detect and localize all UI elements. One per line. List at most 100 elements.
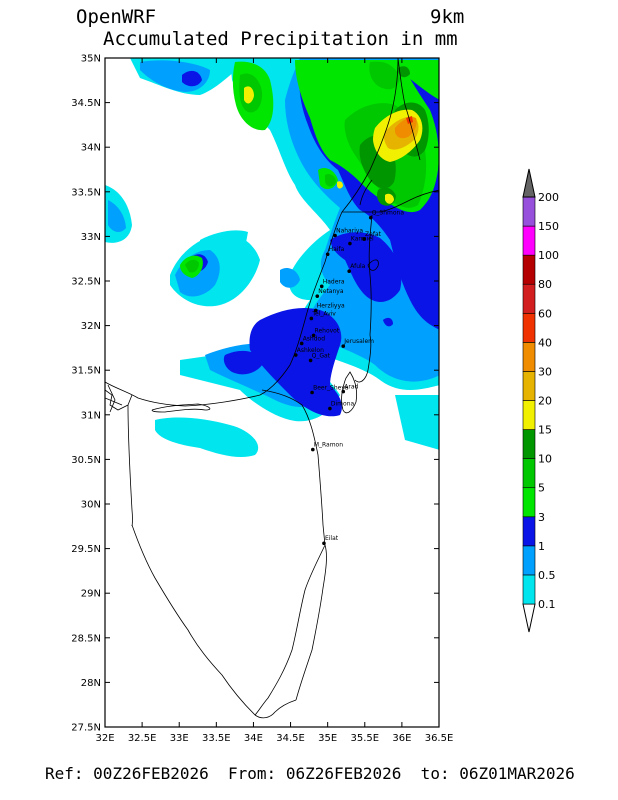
lon-tick-label: 32E (95, 733, 114, 744)
lat-tick-label: 29.5N (71, 544, 101, 555)
colorbar-level-label: 30 (538, 365, 552, 378)
colorbar-bin (522, 254, 536, 285)
colorbar-bin (522, 400, 536, 430)
lat-tick-label: 33N (81, 232, 101, 243)
colorbar-bin (522, 545, 536, 576)
lat-tick-label: 32N (81, 321, 101, 332)
lon-tick-label: 36.5E (425, 733, 454, 744)
city-label: M_Ramon (314, 442, 343, 449)
footer-ref-period: Ref: 00Z26FEB2026 From: 06Z26FEB2026 to:… (45, 764, 575, 783)
colorbar-level-label: 3 (538, 511, 545, 524)
city-label: Arad (344, 384, 358, 391)
city-marker (333, 233, 337, 238)
city-marker (299, 341, 304, 346)
city-marker (322, 541, 326, 546)
lat-tick-label: 30N (81, 500, 101, 511)
colorbar-bin (522, 371, 536, 401)
lat-tick-label: 30.5N (71, 455, 101, 466)
city-marker (309, 316, 314, 321)
colorbar-level-label: 80 (538, 278, 552, 291)
lat-tick-label: 28N (81, 678, 101, 689)
city-label: Eilat (325, 535, 339, 542)
lat-tick-label: 27.5N (71, 723, 101, 734)
lat-tick-label: 31N (81, 410, 101, 421)
lon-tick-label: 35.5E (350, 733, 379, 744)
city-label: Haifa (329, 246, 345, 253)
lat-tick-label: 31.5N (71, 366, 101, 377)
lat-tick-label: 35N (81, 54, 101, 65)
colorbar: 0.1 0.5 1 3 5 10 15 20 30 40 60 80 100 150 200 (522, 168, 559, 633)
city-label: Zefat (365, 231, 382, 238)
lat-tick-label: 33.5N (71, 187, 101, 198)
lat-tick-label: 29N (81, 589, 101, 600)
colorbar-level-label: 100 (538, 249, 559, 262)
city-marker (293, 353, 298, 357)
colorbar-level-label: 40 (538, 336, 552, 349)
colorbar-level-label: 60 (538, 307, 552, 320)
lon-tick-label: 34.5E (276, 733, 305, 744)
colorbar-level-label: 150 (538, 220, 559, 233)
model-name: OpenWRF (76, 6, 157, 28)
lat-tick-label: 34.5N (71, 98, 101, 109)
map-frame (104, 57, 440, 728)
city-marker (341, 344, 346, 348)
city-marker (341, 389, 346, 394)
colorbar-bin (522, 429, 536, 459)
city-label: Nahariya (336, 228, 363, 235)
lon-tick-label: 33E (170, 733, 189, 744)
colorbar-level-label: 0.1 (538, 598, 556, 611)
city-label: Q_Gat (312, 352, 331, 359)
lat-tick-label: 28.5N (71, 633, 101, 644)
city-label: Ashkelon (297, 347, 324, 354)
colorbar-bin (522, 196, 536, 227)
city-label: Afula (350, 263, 365, 270)
colorbar-bin (522, 574, 536, 605)
lat-tick-label: 34N (81, 143, 101, 154)
city-marker (325, 252, 330, 257)
lat-tick-label: 32.5N (71, 277, 101, 288)
colorbar-bin (522, 312, 536, 343)
lon-tick-label: 36E (392, 733, 411, 744)
city-marker (308, 358, 313, 363)
city-marker (311, 333, 316, 338)
colorbar-level-label: 200 (538, 191, 559, 204)
colorbar-high-arrow (522, 168, 536, 198)
colorbar-level-label: 1 (538, 540, 545, 553)
city-marker (347, 269, 351, 273)
city-marker (311, 447, 315, 452)
city-marker (328, 406, 332, 411)
city-marker (319, 284, 324, 289)
city-label: Beer_Sheva (313, 385, 349, 392)
city-marker (368, 215, 373, 220)
colorbar-bin (522, 283, 536, 314)
colorbar-bin (522, 516, 536, 547)
city-label: Karmiel (351, 236, 374, 243)
lon-tick-label: 32.5E (128, 733, 157, 744)
map-title: Accumulated Precipitation in mm (103, 28, 458, 50)
city-marker (348, 241, 352, 246)
city-marker (313, 308, 318, 313)
axis-ticks: 32E 32.5E 33E 33.5E 34E 34.5E 35E 35.5E 36E 36.5E… (71, 54, 453, 745)
city-label: Ashdod (303, 335, 326, 342)
city-label: Jerusalem (343, 338, 374, 345)
resolution-label: 9km (430, 6, 465, 28)
colorbar-level-label: 5 (538, 482, 545, 495)
city-label: Herzliyya (317, 302, 345, 309)
lon-tick-label: 35E (318, 733, 337, 744)
colorbar-level-label: 20 (538, 395, 552, 408)
lon-tick-label: 34E (244, 733, 263, 744)
colorbar-bin (522, 487, 536, 518)
coastlines-borders (105, 58, 439, 719)
city-label: Hadera (323, 278, 345, 285)
city-label: Rehovot (315, 327, 340, 334)
colorbar-level-label: 0.5 (538, 569, 556, 582)
colorbar-bin (522, 342, 536, 372)
city-marker (310, 390, 314, 395)
colorbar-bin (522, 225, 536, 256)
city-label: Dimona (331, 401, 355, 408)
colorbar-low-arrow (522, 603, 536, 633)
lon-tick-label: 33.5E (202, 733, 231, 744)
city-marker (315, 294, 320, 298)
colorbar-level-label: 10 (538, 453, 552, 466)
